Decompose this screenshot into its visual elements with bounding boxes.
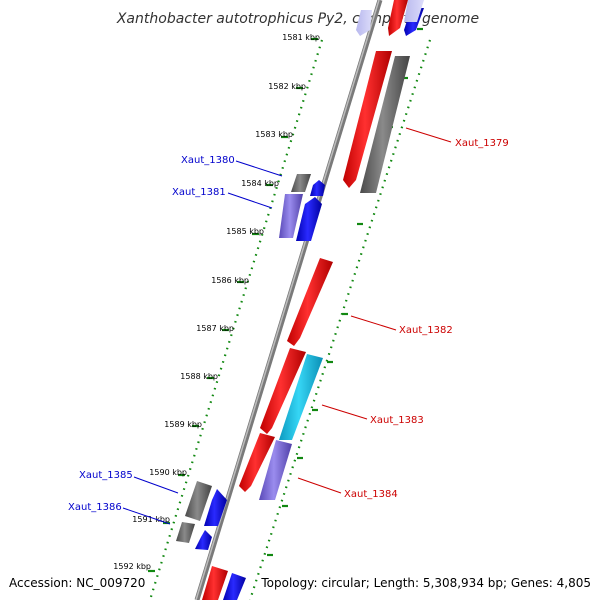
gene-arrow-bottom-red (202, 566, 228, 600)
scale-label: 1587 kbp (196, 324, 234, 333)
gene-label-xaut-1382: Xaut_1382 (399, 325, 453, 336)
gene-xaut-1384-red (239, 433, 275, 492)
gene-arrow-top-lightblue (404, 0, 424, 22)
gene-xaut-1384-purple (259, 440, 292, 500)
gene-label-xaut-1384: Xaut_1384 (344, 489, 398, 500)
gene-xaut-1383-cyan (279, 354, 323, 440)
gene-arrow-top-red (388, 0, 408, 36)
gene-label-xaut-1386: Xaut_1386 (68, 502, 122, 513)
gene-xaut-1381-purple (279, 194, 303, 238)
gene-xaut-1380-blue (310, 180, 325, 196)
right-scale-track (248, 39, 432, 600)
gene-xaut-1385-blue (204, 489, 227, 526)
gene-label-xaut-1381: Xaut_1381 (172, 187, 226, 198)
scale-label: 1589 kbp (164, 420, 202, 429)
gene-xaut-1382-red (287, 258, 333, 346)
scale-label: 1585 kbp (226, 227, 264, 236)
gene-xaut-1386-blue (195, 530, 212, 550)
gene-xaut-1386-gray (176, 522, 195, 543)
scale-label: 1582 kbp (268, 82, 306, 91)
gene-label-xaut-1379: Xaut_1379 (455, 138, 509, 149)
gene-xaut-1379-red (343, 51, 392, 188)
gene-label-xaut-1385: Xaut_1385 (79, 470, 133, 481)
gene-label-xaut-1383: Xaut_1383 (370, 415, 424, 426)
gene-xaut-1379-gray (360, 56, 410, 193)
gene-xaut-1380-gray (291, 174, 311, 192)
gene-xaut-1381-blue (296, 197, 322, 241)
genome-summary-text: Topology: circular; Length: 5,308,934 bp… (260, 576, 591, 590)
scale-label: 1584 kbp (241, 179, 279, 188)
scale-label: 1586 kbp (211, 276, 249, 285)
scale-label: 1592 kbp (113, 562, 151, 571)
left-scale-ticks (148, 37, 318, 573)
accession-text: Accession: NC_009720 (9, 576, 145, 590)
genome-backbone (194, 0, 383, 600)
map-title: Xanthobacter autotrophicus Py2, complete… (116, 11, 479, 27)
scale-labels: 1581 kbp 1582 kbp 1583 kbp 1584 kbp 1585… (113, 33, 320, 571)
scale-label: 1590 kbp (149, 468, 187, 477)
scale-label: 1588 kbp (180, 372, 218, 381)
gene-label-xaut-1380: Xaut_1380 (181, 155, 235, 166)
gene-xaut-1383-red (260, 348, 306, 434)
scale-label: 1581 kbp (282, 33, 320, 42)
scale-label: 1591 kbp (132, 515, 170, 524)
label-connectors (122, 127, 452, 525)
scale-label: 1583 kbp (255, 130, 293, 139)
gene-arrow-bottom-blue (223, 573, 246, 600)
gene-xaut-1385-gray (185, 481, 212, 521)
gene-arrow-top-light (356, 10, 372, 36)
